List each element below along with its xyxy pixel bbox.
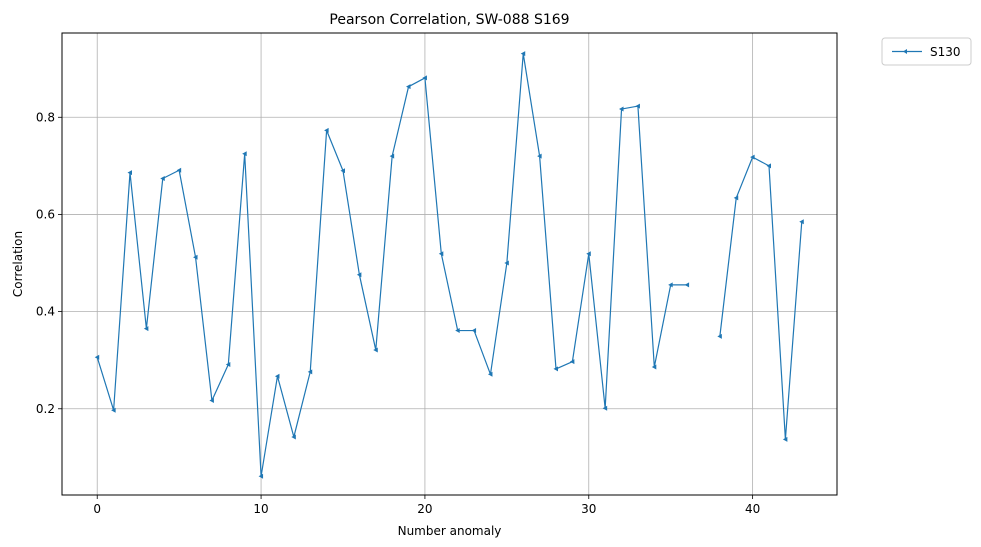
data-point (766, 163, 772, 169)
data-point (225, 362, 231, 368)
plot-area (61, 32, 838, 496)
data-point (782, 436, 788, 442)
y-axis: 0.2 0.4 0.6 0.8 (36, 110, 62, 416)
data-point (143, 326, 149, 332)
x-tick-label: 20 (417, 502, 432, 516)
data-point (569, 359, 575, 365)
data-point (373, 347, 378, 353)
data-point (209, 398, 214, 404)
series-layer (94, 51, 804, 479)
data-point (668, 282, 673, 288)
data-point (684, 282, 690, 288)
data-point (307, 369, 313, 375)
data-point (274, 373, 280, 379)
data-point (455, 328, 460, 334)
y-tick-label: 0.8 (36, 110, 55, 124)
y-tick-label: 0.2 (36, 402, 55, 416)
x-tick-label: 40 (745, 502, 760, 516)
data-point (733, 195, 739, 201)
data-point (160, 175, 165, 181)
data-point (324, 127, 329, 133)
chart-title: Pearson Correlation, SW-088 S169 (329, 12, 569, 28)
y-tick-label: 0.4 (36, 305, 55, 319)
data-point (242, 151, 247, 157)
data-point (193, 254, 198, 260)
x-axis-label: Number anomaly (398, 524, 502, 538)
data-point (406, 84, 411, 90)
data-point (471, 328, 477, 334)
data-point (438, 251, 444, 257)
data-point (520, 51, 526, 57)
data-point (127, 170, 132, 176)
x-tick-label: 30 (581, 502, 596, 516)
data-point (586, 251, 591, 257)
data-point (602, 405, 608, 411)
data-point (340, 168, 345, 174)
legend: S130 (881, 37, 972, 66)
data-point (750, 154, 755, 160)
x-tick-label: 0 (93, 502, 101, 516)
data-point (717, 333, 722, 339)
data-point (94, 354, 100, 360)
legend-box (881, 37, 972, 66)
data-point (111, 407, 116, 413)
data-point (422, 75, 427, 81)
y-tick-label: 0.6 (36, 207, 55, 221)
data-point (176, 167, 182, 173)
data-point (356, 272, 362, 278)
data-point (537, 153, 542, 159)
x-tick-label: 10 (253, 502, 268, 516)
data-point (291, 434, 296, 440)
y-axis-label: Correlation (11, 231, 25, 297)
data-point (651, 364, 657, 370)
legend-marker (903, 49, 907, 54)
data-point (389, 153, 395, 159)
x-axis: 0 10 20 30 40 (93, 495, 760, 516)
data-point (487, 371, 493, 377)
data-point (799, 219, 804, 225)
data-point (635, 103, 640, 109)
legend-label-s130: S130 (930, 45, 961, 59)
data-point (553, 366, 559, 372)
data-point (258, 473, 264, 479)
data-point (619, 106, 624, 112)
data-point (504, 260, 509, 266)
grid (62, 33, 837, 495)
